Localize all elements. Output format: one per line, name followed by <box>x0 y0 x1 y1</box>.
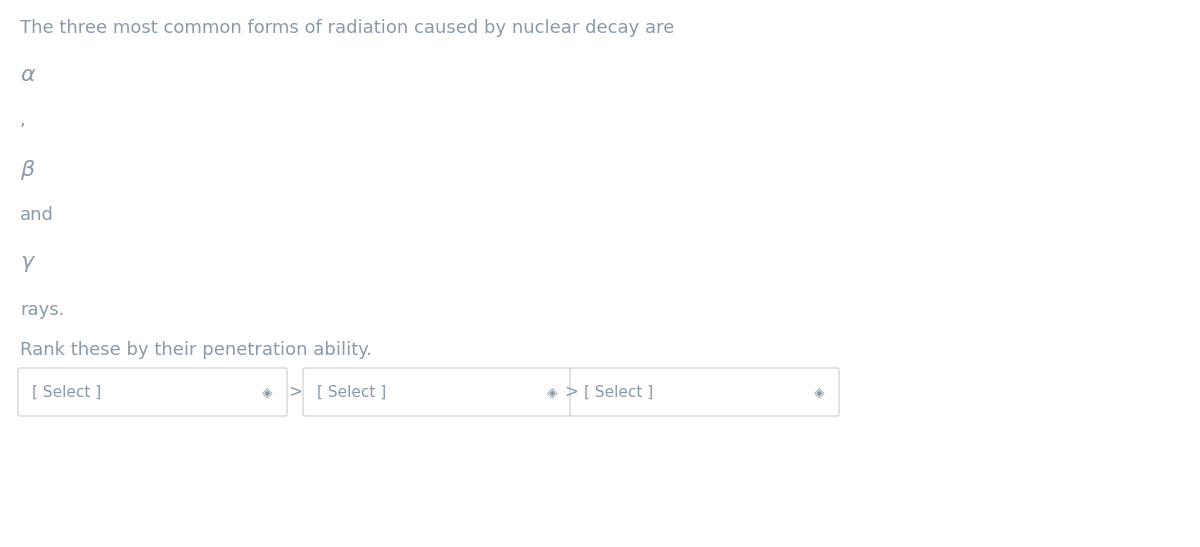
Text: [ Select ]: [ Select ] <box>317 385 386 399</box>
Text: γ: γ <box>20 252 34 272</box>
Text: [ Select ]: [ Select ] <box>32 385 101 399</box>
Text: ◈: ◈ <box>262 385 272 399</box>
Text: ◈: ◈ <box>814 385 824 399</box>
Text: >: > <box>288 383 302 401</box>
Text: [ Select ]: [ Select ] <box>584 385 653 399</box>
FancyBboxPatch shape <box>302 368 572 416</box>
Text: β: β <box>20 160 35 180</box>
Text: The three most common forms of radiation caused by nuclear decay are: The three most common forms of radiation… <box>20 19 674 37</box>
Text: and: and <box>20 206 54 224</box>
Text: ,: , <box>20 111 25 129</box>
Text: ◈: ◈ <box>547 385 557 399</box>
Text: rays.: rays. <box>20 301 65 319</box>
Text: Rank these by their penetration ability.: Rank these by their penetration ability. <box>20 341 372 359</box>
Text: α: α <box>20 65 35 85</box>
FancyBboxPatch shape <box>18 368 287 416</box>
Text: >: > <box>564 383 578 401</box>
FancyBboxPatch shape <box>570 368 839 416</box>
